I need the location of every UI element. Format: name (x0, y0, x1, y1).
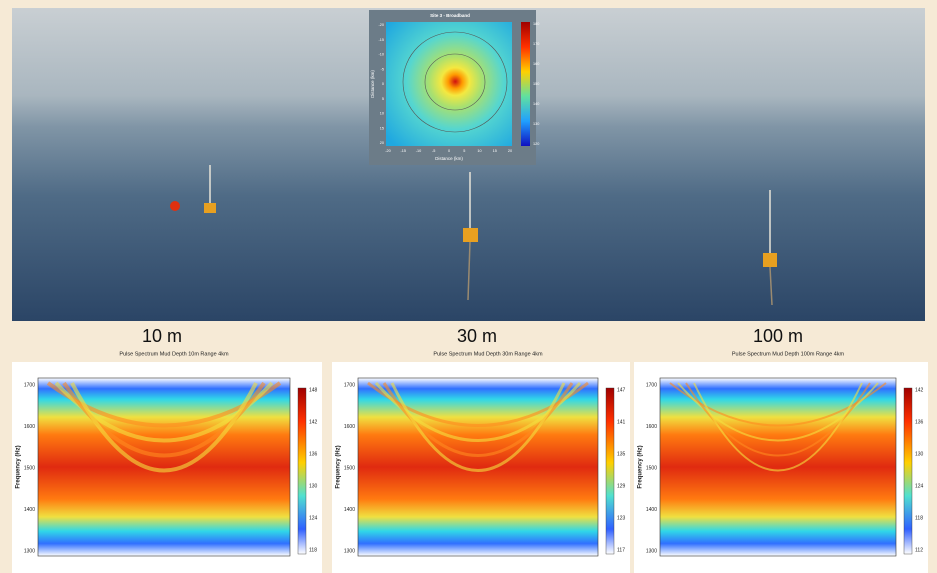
panel-title: Pulse Spectrum Mud Depth 100m Range 4km (732, 351, 845, 357)
inset-y-tick-label: -20 (379, 23, 385, 27)
colorbar-tick-label: 130 (309, 483, 318, 489)
inset-x-tick-label: 15 (493, 149, 497, 153)
colorbar-tick-label: 129 (617, 483, 626, 489)
spectrogram-band (390, 382, 566, 472)
y-tick-label: 1500 (24, 465, 35, 471)
inset-colorbar-tick-label: 140 (533, 102, 539, 106)
contour (402, 31, 508, 133)
inset-map (369, 10, 536, 165)
colorbar-tick-label: 118 (309, 547, 317, 553)
colorbar (297, 387, 307, 555)
y-axis-label: Frequency (Hz) (638, 445, 644, 488)
inset-colorbar-tick-label: 150 (533, 82, 539, 86)
y-tick-label: 1400 (344, 507, 355, 513)
inset-y-tick-label: -10 (379, 53, 385, 57)
inset-y-tick-label: 20 (380, 141, 384, 145)
colorbar-tick-label: 147 (617, 387, 626, 393)
y-tick-label: 1300 (646, 548, 657, 554)
buoys (170, 165, 777, 306)
y-tick-label: 1400 (24, 507, 35, 513)
colorbar-tick-label: 135 (617, 451, 626, 457)
y-tick-label: 1700 (24, 382, 35, 388)
spectrogram-band (70, 382, 258, 473)
inset-x-tick-label: 5 (463, 149, 465, 153)
y-tick-label: 1700 (646, 382, 657, 388)
colorbar-tick-label: 136 (309, 451, 318, 457)
y-tick-label: 1600 (646, 424, 657, 430)
colorbar (903, 387, 913, 555)
y-tick-label: 1600 (344, 424, 355, 430)
colorbar-tick-label: 142 (309, 419, 318, 425)
y-tick-label: 1300 (344, 548, 355, 554)
y-tick-label: 1400 (646, 507, 657, 513)
inset-x-label: Distance (km) (435, 156, 463, 161)
y-tick-label: 1500 (344, 465, 355, 471)
colorbar-tick-label: 141 (617, 419, 626, 425)
inset-x-tick-label: 20 (508, 149, 512, 153)
inset-y-tick-label: 0 (382, 82, 384, 86)
spectrogram (660, 378, 896, 556)
colorbar-tick-label: 130 (915, 451, 924, 457)
y-tick-label: 1300 (24, 548, 35, 554)
inset-x-tick-label: 10 (477, 149, 481, 153)
inset-x-tick-label: -15 (401, 149, 407, 153)
panel-label: 100 m (753, 326, 803, 346)
inset-colorbar-tick-label: 120 (533, 142, 539, 146)
inset-y-tick-label: 15 (380, 126, 384, 130)
colorbar (605, 387, 615, 555)
inset-colorbar-tick-label: 130 (533, 122, 539, 126)
inset-colorbar-tick-label: 160 (533, 62, 539, 66)
inset-y-tick-label: -5 (381, 67, 384, 71)
colorbar-tick-label: 112 (915, 547, 923, 553)
colorbar-tick-label: 117 (617, 547, 625, 553)
colorbar-tick-label: 148 (309, 387, 318, 393)
colorbar-tick-label: 136 (915, 419, 924, 425)
inset-heatmap (386, 22, 512, 146)
colorbar-tick-label: 118 (915, 515, 923, 521)
contour (424, 53, 486, 111)
inset-y-tick-label: -15 (379, 38, 385, 42)
inset-x-tick-label: -20 (385, 149, 391, 153)
colorbar-tick-label: 123 (617, 515, 626, 521)
plot-border (659, 377, 897, 557)
y-tick-label: 1700 (344, 382, 355, 388)
spectrogram-band (685, 382, 871, 457)
inset-title: Site 3 - Broadband (430, 13, 470, 18)
panel-title: Pulse Spectrum Mud Depth 30m Range 4km (433, 351, 543, 357)
inset-y-tick-label: 5 (382, 97, 384, 101)
colorbar-tick-label: 142 (915, 387, 924, 393)
y-axis-label: Frequency (Hz) (16, 445, 22, 488)
y-tick-label: 1600 (24, 424, 35, 430)
panel-label: 30 m (457, 326, 497, 346)
inset-colorbar-tick-label: 180 (533, 22, 539, 26)
colorbar-tick-label: 124 (915, 483, 924, 489)
inset-x-tick-label: -10 (416, 149, 422, 153)
plot-border (357, 377, 599, 557)
spectrogram-band (693, 382, 863, 472)
inset-y-label: Distance (km) (370, 70, 375, 98)
y-axis-label: Frequency (Hz) (336, 445, 342, 488)
inset-x-tick-label: -5 (432, 149, 435, 153)
inset-colorbar-tick-label: 170 (533, 42, 539, 46)
colorbar-tick-label: 124 (309, 515, 318, 521)
panel-label: 10 m (142, 326, 182, 346)
y-tick-label: 1500 (646, 465, 657, 471)
spectrogram (358, 378, 598, 556)
inset-colorbar (521, 22, 530, 146)
panel-title: Pulse Spectrum Mud Depth 10m Range 4km (119, 351, 229, 357)
inset-x-tick-label: 0 (448, 149, 450, 153)
plot-border (37, 377, 291, 557)
inset-y-tick-label: 10 (380, 112, 384, 116)
